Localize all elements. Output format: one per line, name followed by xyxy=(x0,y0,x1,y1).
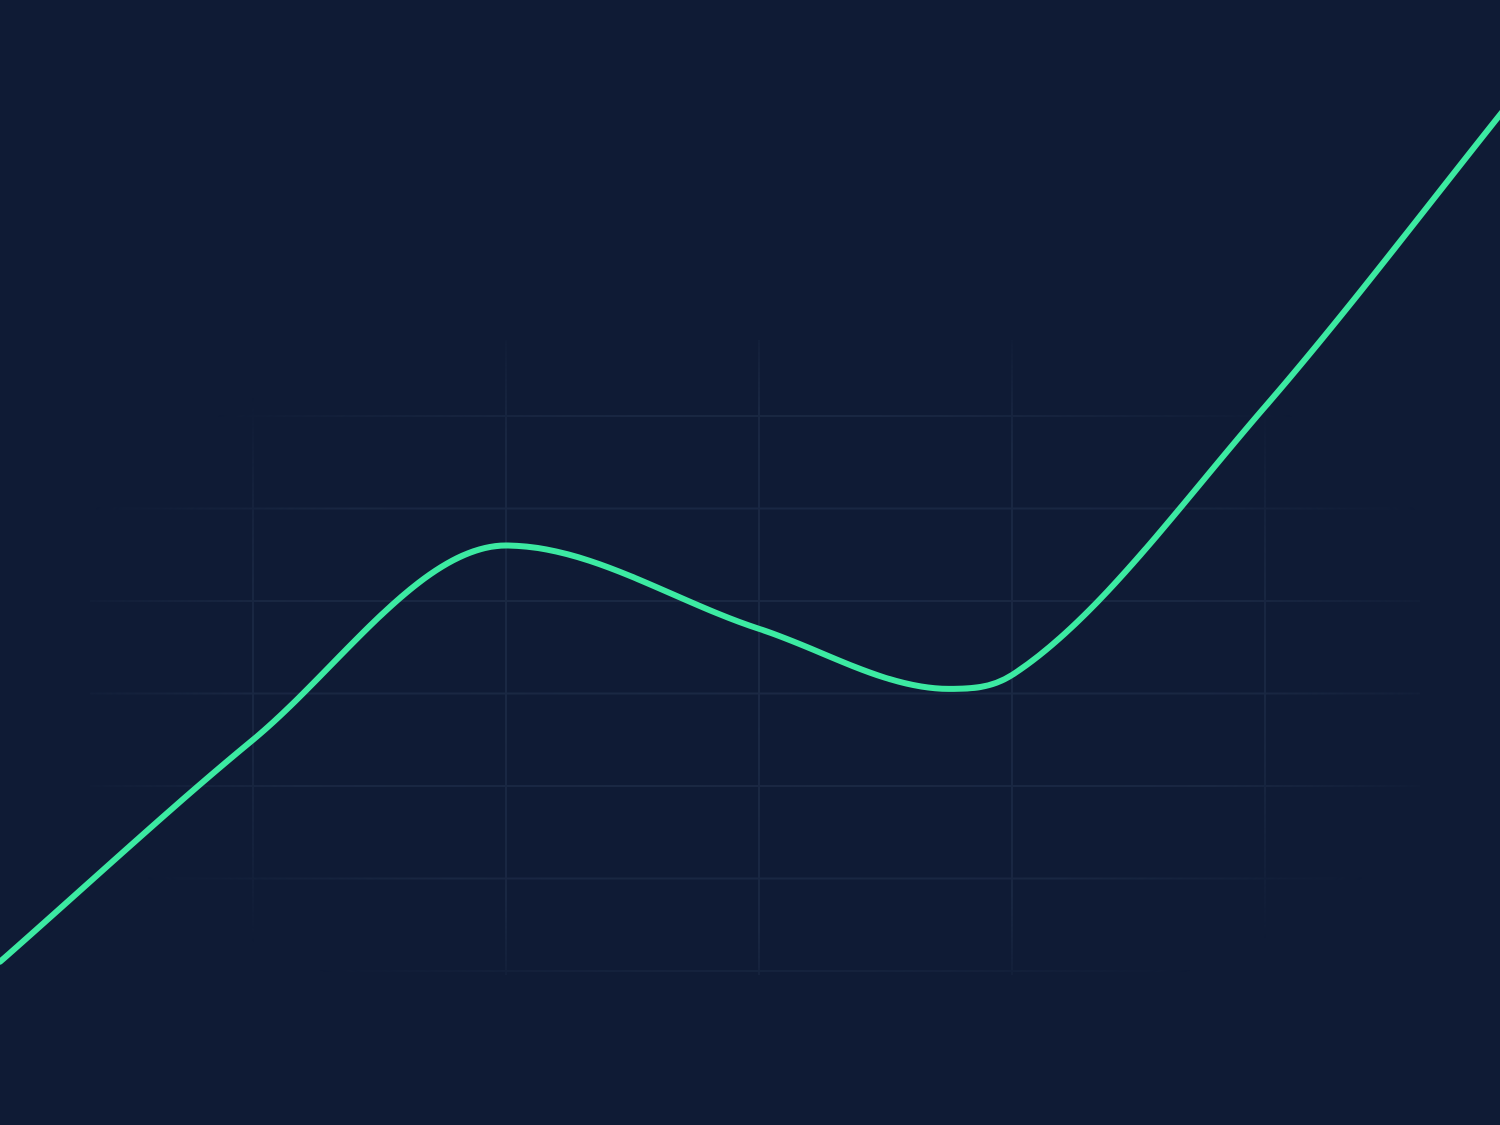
grid xyxy=(90,340,1420,975)
series-layer xyxy=(0,109,1500,965)
series-line xyxy=(0,109,1500,965)
